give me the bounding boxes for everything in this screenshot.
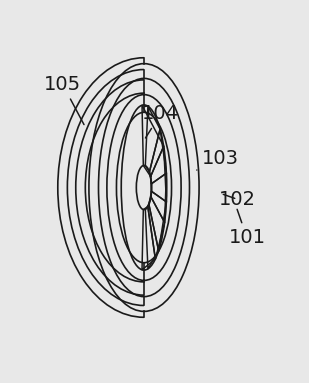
Text: 101: 101 <box>228 209 265 247</box>
Text: 104: 104 <box>142 104 179 138</box>
Text: 102: 102 <box>219 190 256 209</box>
Text: 103: 103 <box>197 149 239 170</box>
Text: 105: 105 <box>44 75 84 124</box>
